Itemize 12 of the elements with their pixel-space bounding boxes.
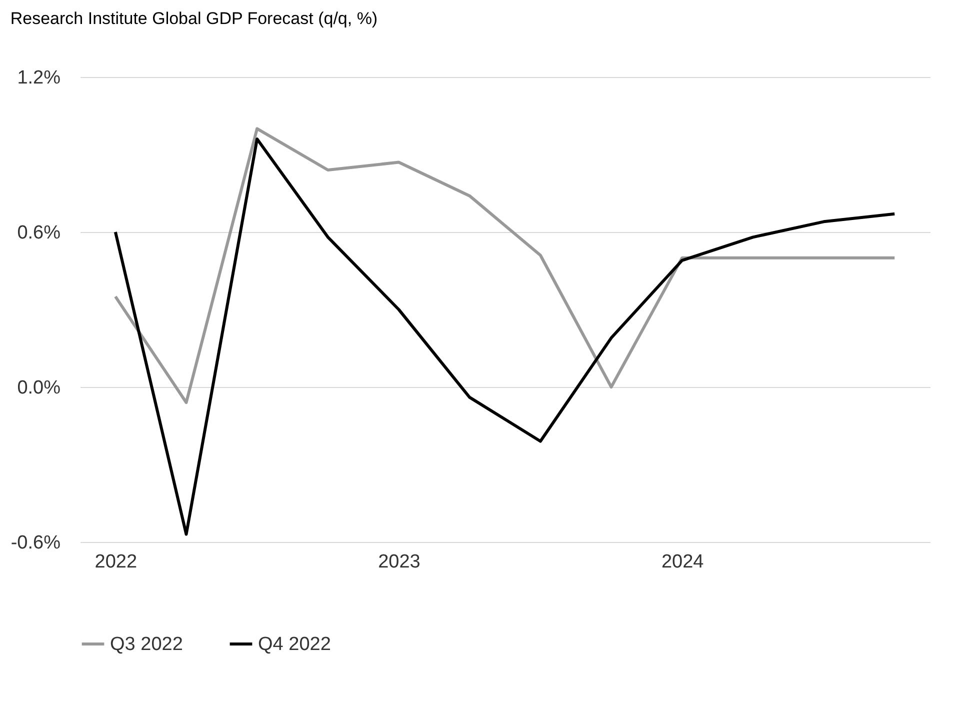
x-tick-label: 2022 (94, 552, 138, 572)
y-tick-label: 0.0% (17, 378, 61, 398)
legend-label: Q3 2022 (110, 634, 183, 655)
y-tick-label: 1.2% (17, 68, 61, 88)
y-tick-label: -0.6% (10, 532, 61, 554)
line-series (114, 138, 896, 536)
x-tick-label: 2023 (378, 552, 420, 572)
x-tick-label: 2024 (661, 552, 704, 572)
line-series (114, 127, 896, 404)
y-tick-label: 0.6% (17, 222, 61, 244)
legend-label: Q4 2022 (258, 634, 331, 655)
chart-title: Research Institute Global GDP Forecast (q/q, %) (10, 9, 378, 28)
